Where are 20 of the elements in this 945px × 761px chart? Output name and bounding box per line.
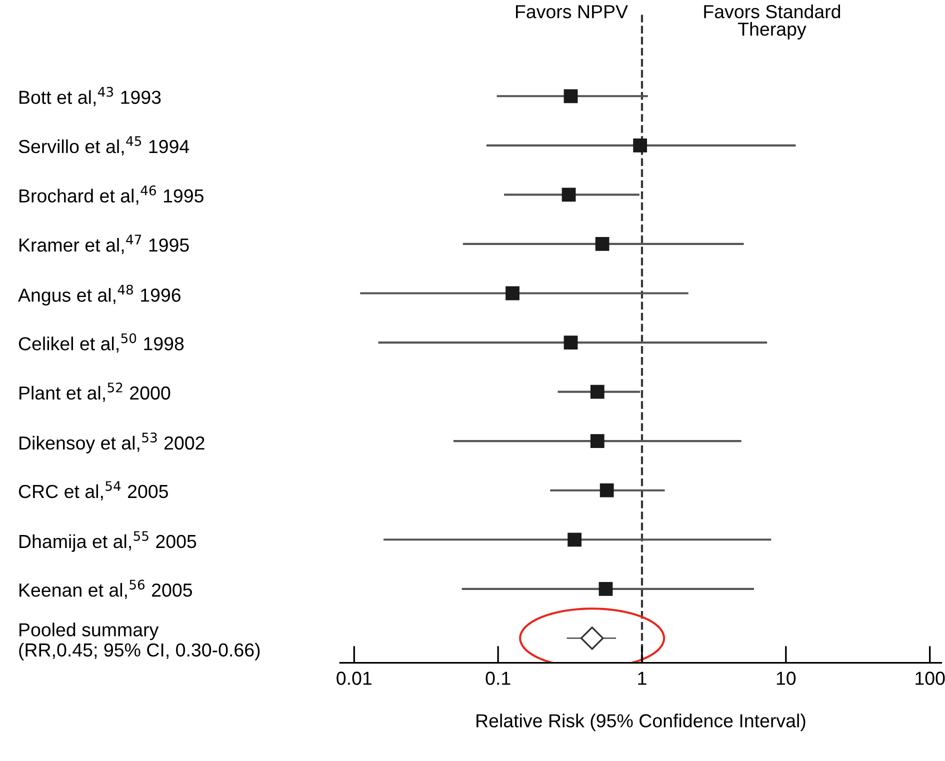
y-tick-label: Celikel et al,$^{50}$ 1998: [18, 333, 184, 353]
y-tick-label: Dikensoy et al,$^{53}$ 2002: [20, 432, 204, 454]
x-tick-label: 0.01: [336, 672, 372, 685]
text: Favors Standard Therapy: [704, 4, 840, 40]
y-tick-label: Angus et al,$^{48}$ 1996: [18, 284, 180, 306]
y-tick-label: Dhamija et al,$^{55}$ 2005: [20, 531, 196, 552]
x-axis-title: Relative Risk (95% Confidence Interval): [476, 714, 806, 732]
y-tick-label: Brochard et al,$^{46}$ 1995: [20, 185, 204, 205]
x-tick-label: 0.1: [486, 672, 510, 685]
y-tick-label: Pooled summary (RR,0.45; 95% CI, 0.30-0.66): [19, 622, 260, 660]
y-tick-label: Bott et al,$^{43}$ 1993: [20, 86, 161, 106]
y-tick-label: CRC et al,$^{54}$ 2005: [18, 481, 168, 500]
text: Favors NPPV: [516, 5, 628, 18]
x-tick-label: 10: [776, 672, 796, 685]
y-tick-label: Plant et al,$^{52}$ 2000: [20, 382, 170, 402]
y-tick-label: Keenan et al,$^{56}$ 2005: [20, 580, 192, 599]
x-tick-label: 100: [916, 672, 945, 685]
y-tick-label: Kramer et al,$^{47}$ 1995: [20, 234, 189, 254]
y-tick-label: Servillo et al,$^{45}$ 1994: [18, 136, 190, 156]
x-tick-label: 1: [638, 672, 646, 685]
